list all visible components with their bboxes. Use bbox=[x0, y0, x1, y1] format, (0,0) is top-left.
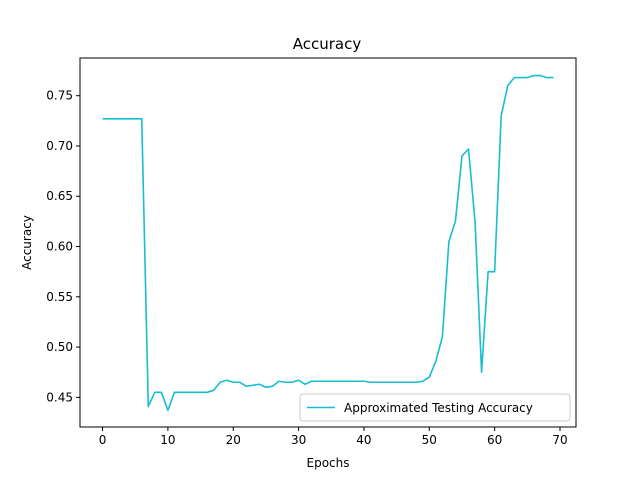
legend-entry-label: Approximated Testing Accuracy bbox=[344, 401, 533, 415]
y-tick-label: 0.75 bbox=[46, 89, 73, 103]
y-tick-label: 0.65 bbox=[46, 189, 73, 203]
y-tick-label: 0.55 bbox=[46, 290, 73, 304]
x-tick-label: 10 bbox=[160, 433, 175, 447]
legend-box bbox=[299, 393, 571, 422]
x-tick-label: 20 bbox=[226, 433, 241, 447]
chart-title: Accuracy bbox=[293, 35, 362, 53]
x-axis-label: Epochs bbox=[307, 456, 350, 470]
legend: Approximated Testing Accuracy bbox=[299, 393, 571, 422]
x-tick-label: 50 bbox=[422, 433, 437, 447]
series-line-approximated-testing-accuracy bbox=[102, 74, 554, 412]
y-tick-label: 0.45 bbox=[46, 390, 73, 404]
plot-area bbox=[102, 74, 554, 412]
x-tick-label: 0 bbox=[99, 433, 107, 447]
y-axis-label: Accuracy bbox=[20, 215, 34, 270]
y-tick-label: 0.50 bbox=[46, 340, 73, 354]
axis-ticks: 0 10 20 30 40 50 60 70 0.45 0.50 0.55 0.60 0.65 0.70 0… bbox=[46, 89, 567, 447]
x-tick-label: 60 bbox=[487, 433, 502, 447]
x-tick-label: 30 bbox=[291, 433, 306, 447]
y-tick-label: 0.60 bbox=[46, 240, 73, 254]
x-tick-label: 70 bbox=[552, 433, 567, 447]
x-tick-label: 40 bbox=[356, 433, 371, 447]
y-tick-label: 0.70 bbox=[46, 139, 73, 153]
plot-frame bbox=[79, 57, 577, 428]
